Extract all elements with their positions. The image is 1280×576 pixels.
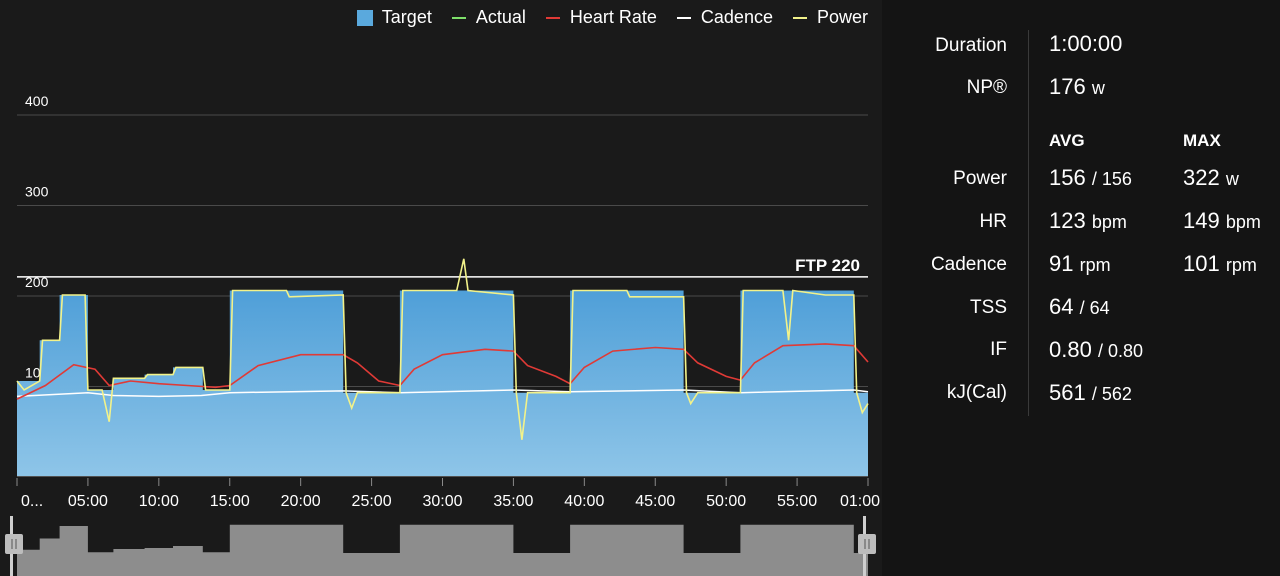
- x-tick-label: 55:00: [777, 493, 817, 510]
- power-label: Power: [953, 168, 1007, 189]
- power-avg-target: / 156: [1091, 169, 1132, 189]
- if-target: / 0.80: [1097, 341, 1143, 361]
- heart-rate-swatch-icon: [545, 16, 560, 19]
- x-tick-label: 05:00: [68, 493, 108, 510]
- np-value: 176 w: [1049, 74, 1105, 100]
- tss-target: / 64: [1079, 298, 1110, 318]
- x-tick-label: 35:00: [493, 493, 533, 510]
- legend-label: Heart Rate: [569, 7, 657, 27]
- hr-avg-unit: bpm: [1091, 212, 1127, 232]
- legend-item-actual[interactable]: Actual: [451, 7, 526, 28]
- cadence-label: Cadence: [930, 254, 1007, 275]
- x-tick-label: 30:00: [422, 493, 462, 510]
- kj-value: 561 / 562: [1049, 380, 1132, 406]
- hr-max-unit: bpm: [1225, 212, 1261, 232]
- hr-max: 149 bpm: [1183, 208, 1261, 234]
- tss-label: TSS: [970, 297, 1007, 318]
- cadence-max-number: 101: [1183, 251, 1220, 276]
- x-tick-label: 50:00: [706, 493, 746, 510]
- duration-value: 1:00:00: [1049, 31, 1123, 56]
- np-label: NP®: [966, 77, 1007, 98]
- cadence-max-unit: rpm: [1225, 255, 1257, 275]
- hr-avg-number: 123: [1049, 208, 1086, 233]
- max-header: MAX: [1183, 131, 1221, 150]
- x-tick-label: 20:00: [281, 493, 321, 510]
- kj-number: 561: [1049, 380, 1086, 405]
- kj-label: kJ(Cal): [946, 382, 1007, 403]
- target-swatch-icon: [356, 9, 373, 26]
- overview-target-area: [17, 524, 868, 576]
- y-tick-label: 200: [25, 274, 49, 290]
- x-tick-label: 40:00: [564, 493, 604, 510]
- tss-value: 64 / 64: [1049, 294, 1110, 320]
- power-max: 322 w: [1183, 165, 1239, 191]
- x-tick-label: 15:00: [210, 493, 250, 510]
- legend-item-cadence[interactable]: Cadence: [676, 7, 773, 28]
- x-tick-label: 01:00: [840, 493, 880, 510]
- np-unit: w: [1091, 78, 1105, 98]
- avg-header: AVG: [1049, 131, 1085, 150]
- if-value: 0.80 / 0.80: [1049, 337, 1143, 363]
- legend-item-target[interactable]: Target: [356, 7, 432, 28]
- kj-target: / 562: [1091, 384, 1132, 404]
- legend-item-heart-rate[interactable]: Heart Rate: [545, 7, 657, 28]
- cadence-swatch-icon: [676, 16, 691, 19]
- legend-label: Cadence: [700, 7, 773, 27]
- actual-swatch-icon: [451, 16, 466, 19]
- legend-item-power[interactable]: Power: [792, 7, 868, 28]
- cadence-max: 101 rpm: [1183, 251, 1257, 277]
- overview-right-handle[interactable]: [858, 534, 876, 554]
- cadence-avg-unit: rpm: [1079, 255, 1111, 275]
- overview-left-handle[interactable]: [5, 534, 23, 554]
- hr-avg: 123 bpm: [1049, 208, 1127, 234]
- cadence-avg: 91 rpm: [1049, 251, 1111, 277]
- legend-label: Actual: [475, 7, 526, 27]
- heart-rate-line[interactable]: [16, 343, 869, 400]
- x-tick-label: 0...: [21, 493, 43, 510]
- chart-legend: Target Actual Heart Rate Cadence Power: [337, 7, 868, 28]
- x-tick-label: 45:00: [635, 493, 675, 510]
- power-max-number: 322: [1183, 165, 1220, 190]
- ftp-label: FTP 220: [795, 256, 860, 275]
- power-max-unit: w: [1225, 169, 1239, 189]
- duration-label: Duration: [935, 35, 1007, 56]
- legend-label: Target: [381, 7, 432, 27]
- power-line[interactable]: [16, 258, 869, 440]
- if-label: IF: [990, 339, 1007, 360]
- hr-label: HR: [979, 211, 1007, 232]
- hr-max-number: 149: [1183, 208, 1220, 233]
- np-number: 176: [1049, 74, 1086, 99]
- power-swatch-icon: [792, 16, 807, 19]
- y-tick-label: 300: [25, 184, 49, 200]
- power-avg-number: 156: [1049, 165, 1086, 190]
- stats-divider: [1028, 30, 1029, 416]
- target-area[interactable]: [17, 290, 868, 477]
- y-tick-label: 400: [25, 93, 49, 109]
- x-tick-label: 10:00: [139, 493, 179, 510]
- workout-chart-panel: 400 300 200 100 FTP 220 0... 05:00 10:00 15:00 20…: [0, 0, 882, 576]
- x-tick-label: 25:00: [352, 493, 392, 510]
- tss-number: 64: [1049, 294, 1074, 319]
- if-number: 0.80: [1049, 337, 1092, 362]
- legend-label: Power: [816, 7, 868, 27]
- workout-stats-panel: Duration 1:00:00 NP® 176 w AVG MAX Power…: [882, 0, 1280, 576]
- cadence-avg-number: 91: [1049, 251, 1074, 276]
- power-avg: 156 / 156: [1049, 165, 1132, 191]
